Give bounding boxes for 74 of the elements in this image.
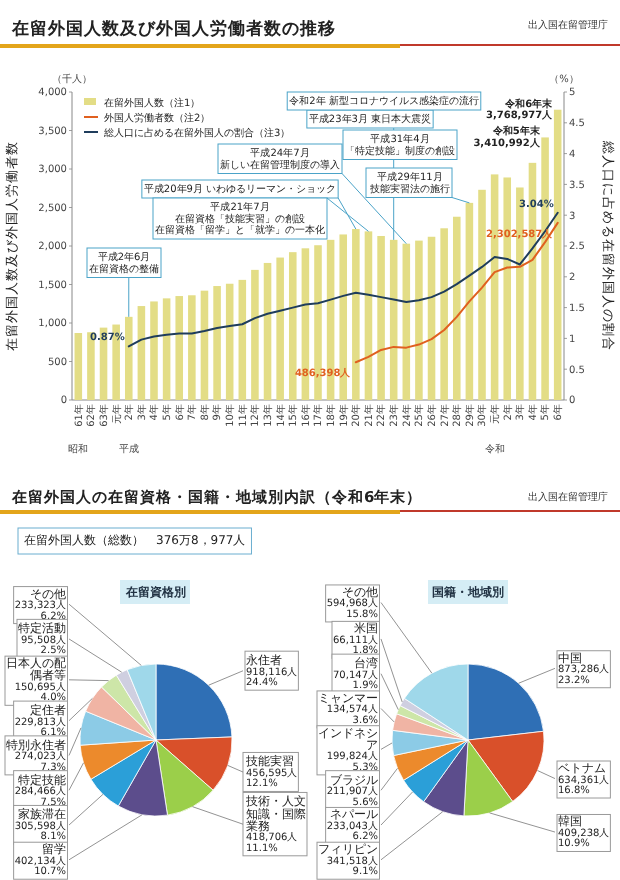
data-label: 274,023人 7.3% — [14, 751, 67, 774]
bar — [263, 262, 272, 400]
data-label: 150,695人 4.0% — [14, 681, 67, 705]
bar — [553, 109, 562, 400]
slice-label: 韓国 — [558, 815, 582, 830]
slice-label: 日本人の配偶者等 — [6, 657, 66, 684]
data-label: 70,147人 1.9% — [333, 669, 379, 693]
slice-label: 中国 — [558, 651, 582, 666]
data-label: 134,574人 3.6% — [326, 704, 379, 727]
bar — [124, 316, 133, 400]
bar — [377, 235, 385, 400]
data-label: 918,116人 24.4% — [246, 666, 298, 690]
bar — [238, 279, 247, 400]
data-label: 456,595人 12.1% — [246, 767, 298, 791]
slice-label: その他 — [342, 585, 378, 600]
data-label: 199,824人 5.3% — [326, 751, 379, 774]
slice-label: 台湾 — [354, 655, 378, 672]
slice-label: 技術・人文知識・国際業務 — [244, 793, 306, 834]
slice-label: その他 — [30, 587, 66, 602]
data-label: 233,043人 6.2% — [326, 820, 379, 844]
slice-label: 永住者 — [246, 652, 282, 669]
data-label: 402,134人 10.7% — [14, 855, 67, 879]
bar — [339, 234, 348, 400]
slice-label: 特定活動 — [18, 620, 66, 637]
bar — [276, 257, 284, 400]
slice-label: ブラジル — [330, 771, 378, 788]
slice-label: ネパール — [330, 808, 378, 823]
data-label: 418,706人 11.1% — [246, 832, 298, 855]
data-label: 409,238人 10.9% — [558, 827, 610, 851]
data-label: 284,466人 7.5% — [14, 786, 67, 809]
bar — [452, 216, 461, 400]
slice-label: ベトナム — [558, 762, 606, 777]
data-label: 594,968人 15.8% — [326, 598, 379, 621]
bar — [352, 229, 360, 400]
chart-title: 在留外国人数及び外国人労働者数の推移 — [10, 18, 336, 40]
bar — [389, 239, 398, 400]
bar — [225, 283, 234, 400]
data-label: 66,111人 1.8% — [333, 634, 379, 658]
bar — [402, 243, 411, 400]
slice-label: 特別永住者 — [6, 736, 66, 753]
data-label: 229,813人 6.1% — [14, 716, 67, 740]
data-label: 95,508人 2.5% — [21, 634, 67, 658]
bar — [162, 298, 171, 400]
bar — [74, 333, 83, 400]
data-label: 233,323人 6.2% — [14, 600, 67, 623]
line-series — [354, 221, 559, 364]
bar — [465, 202, 474, 400]
bar — [175, 296, 184, 400]
slice-label: 定住者 — [30, 702, 66, 719]
bar — [440, 228, 448, 400]
bar — [188, 295, 196, 400]
data-label: 211,907人 5.6% — [326, 786, 379, 809]
bar — [478, 189, 486, 400]
slice-label: 留学 — [42, 843, 66, 858]
data-label: 341,518人 9.1% — [326, 855, 379, 879]
bar — [288, 252, 297, 400]
bar — [150, 301, 158, 400]
data-label: 305,598人 8.1% — [14, 820, 67, 844]
slice-label: 家族滞在 — [18, 806, 66, 823]
data-label: 873,286人 23.2% — [558, 664, 610, 687]
bar — [364, 231, 373, 400]
slice-label: 技能実習 — [244, 753, 294, 770]
slice-label: フィリピン — [318, 843, 378, 858]
slice-label: 特定技能 — [18, 771, 66, 788]
bar — [251, 269, 259, 400]
bar — [137, 306, 146, 400]
slice-label: ミャンマー — [318, 691, 378, 706]
bar — [415, 240, 423, 400]
data-label: 634,361人 16.8% — [558, 774, 610, 798]
bar — [200, 290, 209, 400]
slice-label: 米国 — [354, 622, 378, 637]
bar — [213, 286, 221, 400]
slice-label: インドネシア — [318, 726, 378, 753]
bar — [427, 236, 436, 400]
